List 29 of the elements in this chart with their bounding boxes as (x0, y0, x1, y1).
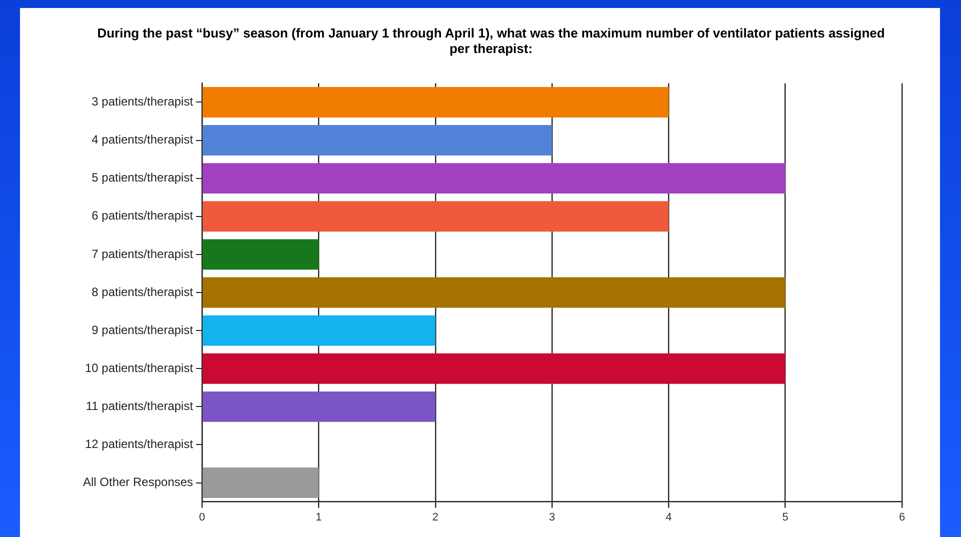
bar (202, 468, 319, 498)
chart-title: During the past “busy” season (from January 1 through April 1), what was the maximum number of ventilator patients assigned per therapist: (97, 25, 885, 56)
x-tick-label: 4 (666, 511, 672, 524)
bar (202, 201, 669, 232)
bar (202, 163, 786, 194)
bar (202, 87, 669, 118)
y-tick-label: 3 patients/therapist (92, 94, 194, 109)
y-tick-label: 8 patients/therapist (92, 284, 194, 299)
bar (202, 239, 319, 270)
bar (202, 277, 786, 308)
bar (202, 353, 786, 384)
y-tick-label: 7 patients/therapist (92, 246, 194, 261)
bar (202, 125, 552, 156)
y-tick-label: 10 patients/therapist (84, 360, 194, 375)
bar (202, 315, 436, 346)
y-tick-label: All Other Responses (82, 475, 194, 490)
x-tick-label: 6 (898, 511, 906, 524)
y-tick-label: 6 patients/therapist (92, 208, 194, 223)
x-tick-label: 3 (548, 511, 556, 524)
x-tick-label: 2 (432, 511, 438, 524)
y-tick-label: 4 patients/therapist (92, 132, 194, 147)
y-tick-label: 12 patients/therapist (84, 437, 194, 452)
x-tick-label: 5 (782, 511, 788, 524)
y-tick-label: 9 patients/therapist (92, 322, 194, 337)
y-tick-label: 11 patients/therapist (86, 398, 194, 413)
x-tick-label: 1 (316, 511, 322, 524)
y-tick-label: 5 patients/therapist (92, 170, 194, 185)
bar (202, 391, 436, 422)
x-tick-label: 0 (198, 511, 206, 524)
